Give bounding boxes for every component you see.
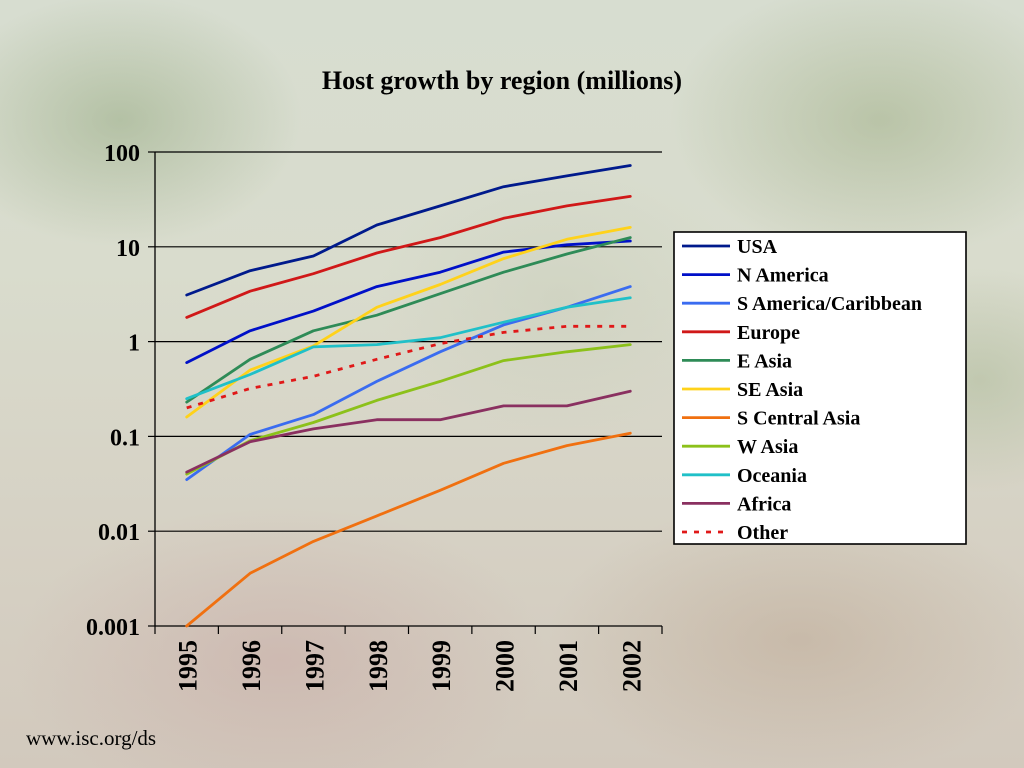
series-line-se-asia [185, 225, 632, 419]
x-tick-label: 1997 [300, 640, 329, 692]
series-line-usa [185, 164, 632, 297]
source-url[interactable]: www.isc.org/ds [26, 726, 157, 750]
y-tick-label: 1 [128, 331, 140, 357]
series-line-e-asia [185, 236, 632, 404]
legend-label: W Asia [737, 436, 798, 458]
series-line-w-asia [185, 343, 632, 476]
series-line-n-america [185, 239, 632, 365]
legend-label: Europe [737, 322, 800, 344]
plot-area: 0.001 0.01 0.1 1 10 100 1995 1996 1997 1998 1999 20… [86, 141, 663, 692]
legend: USA N America S America/Caribbean Europe E A… [673, 231, 967, 545]
series-line-africa [185, 389, 632, 474]
series-line-s-central-asia [185, 431, 632, 628]
series-line-s-america-caribbean [185, 285, 632, 482]
legend-label: Other [737, 522, 788, 544]
x-tick-label: 2000 [491, 640, 520, 692]
y-tick-label: 10 [116, 236, 140, 262]
legend-label: Oceania [737, 465, 807, 487]
legend-label: S Central Asia [737, 408, 860, 430]
y-tick-label: 0.1 [110, 425, 140, 451]
series-line-other [186, 324, 631, 410]
y-tick-label: 100 [104, 141, 140, 167]
x-tick-label: 1999 [427, 640, 456, 692]
series-line-europe [185, 194, 632, 319]
legend-label: USA [737, 236, 778, 258]
x-tick-label: 2001 [554, 640, 583, 692]
chart-title: Host growth by region (millions) [322, 66, 682, 95]
legend-label: N America [737, 265, 829, 287]
x-tick-label: 1998 [364, 640, 393, 692]
x-tick-label: 1995 [174, 640, 203, 692]
series-line-oceania [185, 296, 632, 401]
x-tick-label: 1996 [237, 640, 266, 692]
x-tick-label: 2002 [617, 640, 646, 692]
legend-box [673, 231, 967, 545]
legend-label: SE Asia [737, 379, 803, 401]
y-tick-label: 0.001 [86, 615, 140, 641]
legend-label: E Asia [737, 350, 792, 372]
legend-label: S America/Caribbean [737, 293, 922, 315]
legend-label: Africa [737, 493, 791, 515]
y-tick-label: 0.01 [98, 520, 140, 546]
